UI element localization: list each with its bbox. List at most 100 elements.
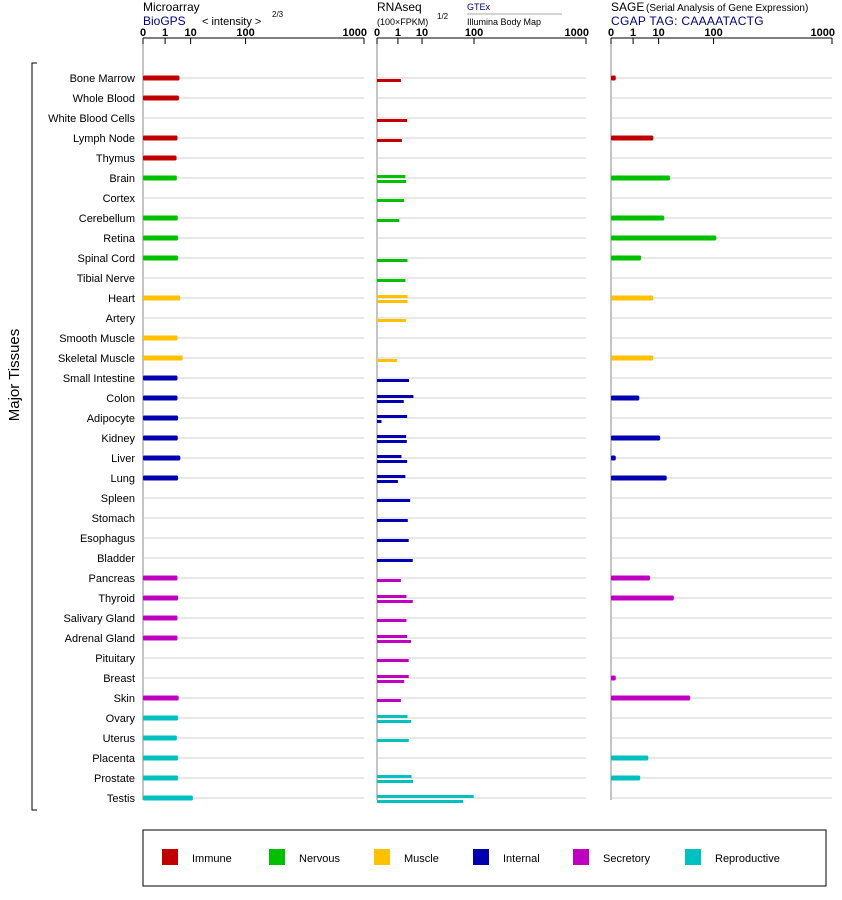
tissue-label: Skeletal Muscle xyxy=(58,353,135,365)
rnaseq-tick-label: 10 xyxy=(416,27,428,39)
sage-tick-label: 1 xyxy=(630,27,636,39)
bar-sage xyxy=(611,75,616,81)
bar-microarray xyxy=(143,155,177,161)
tissue-labels-layer: Bone Marrow Whole Blood White Blood Cells L… xyxy=(48,73,136,805)
tissue-label: Uterus xyxy=(103,733,136,745)
bar-sage xyxy=(611,675,616,681)
legend-swatch-secretory xyxy=(573,849,589,865)
bar-gtex xyxy=(377,279,406,282)
tissue-label: Esophagus xyxy=(80,533,136,545)
legend-swatch-immune xyxy=(162,849,178,865)
bar-sage xyxy=(611,235,717,241)
tissue-label: Salivary Gland xyxy=(63,613,135,625)
bar-microarray xyxy=(143,415,179,421)
bar-microarray xyxy=(143,355,183,361)
legend: Immune Nervous Muscle Internal Secretory Repr… xyxy=(162,849,780,865)
legend-label-reproductive: Reproductive xyxy=(715,853,780,865)
tissue-label: Brain xyxy=(109,173,135,185)
bar-microarray xyxy=(143,775,179,781)
rnaseq-tick-label: 0 xyxy=(374,27,380,39)
legend-label-muscle: Muscle xyxy=(404,853,439,865)
tissue-label: Pituitary xyxy=(95,653,135,665)
bar-sage xyxy=(611,175,670,181)
tissue-label: Retina xyxy=(103,233,136,245)
legend-swatch-internal xyxy=(473,849,489,865)
bar-gtex xyxy=(377,739,409,742)
tissue-label: Adipocyte xyxy=(87,413,135,425)
bars-layer xyxy=(143,75,717,803)
tissue-label: Artery xyxy=(106,313,136,325)
gtex-source-label[interactable]: GTEx xyxy=(467,2,491,12)
bar-microarray xyxy=(143,95,179,101)
sage-title: SAGE xyxy=(611,0,644,14)
bar-gtex xyxy=(377,579,401,582)
bar-microarray xyxy=(143,335,178,341)
bar-gtex xyxy=(377,379,410,382)
bar-microarray xyxy=(143,295,181,301)
sage-title-note: (Serial Analysis of Gene Expression) xyxy=(646,3,808,14)
tissue-label: Liver xyxy=(111,453,135,465)
tissue-label: Spinal Cord xyxy=(78,253,135,265)
bar-microarray xyxy=(143,735,177,741)
bar-gtex xyxy=(377,559,413,562)
bar-illumina-body-map xyxy=(377,400,404,403)
bar-microarray xyxy=(143,575,178,581)
tissue-label: Smooth Muscle xyxy=(59,333,135,345)
legend-swatch-nervous xyxy=(269,849,285,865)
legend-swatch-muscle xyxy=(374,849,390,865)
bar-illumina-body-map xyxy=(377,420,382,423)
bar-microarray xyxy=(143,255,179,261)
bar-gtex xyxy=(377,139,402,142)
sage-tick-label: 100 xyxy=(704,27,722,39)
y-axis-label: Major Tissues xyxy=(6,329,23,422)
bar-gtex xyxy=(377,319,407,322)
bar-illumina-body-map xyxy=(377,300,408,303)
legend-label-internal: Internal xyxy=(503,853,540,865)
sage-tag: CGAP TAG: CAAAATACTG xyxy=(611,14,764,28)
bar-microarray xyxy=(143,615,178,621)
bar-sage xyxy=(611,755,649,761)
bar-illumina-body-map xyxy=(377,600,413,603)
rnaseq-unit: (100×FPKM) xyxy=(377,17,428,27)
bar-gtex xyxy=(377,619,407,622)
tissue-label: Thymus xyxy=(96,153,136,165)
legend-label-nervous: Nervous xyxy=(299,853,340,865)
bar-sage xyxy=(611,455,616,461)
tissue-label: Small Intestine xyxy=(63,373,135,385)
rnaseq-unit-exponent: 1/2 xyxy=(437,12,449,21)
bar-illumina-body-map xyxy=(377,800,464,803)
biogps-link[interactable]: BioGPS xyxy=(143,14,186,28)
bar-sage xyxy=(611,475,667,481)
bar-microarray xyxy=(143,475,179,481)
bar-gtex xyxy=(377,455,402,458)
bar-gtex xyxy=(377,259,408,262)
bar-microarray xyxy=(143,215,178,221)
bar-microarray xyxy=(143,135,178,141)
bar-gtex xyxy=(377,675,409,678)
tissue-label: Placenta xyxy=(92,753,136,765)
bar-gtex xyxy=(377,539,409,542)
bar-gtex xyxy=(377,635,408,638)
bar-microarray xyxy=(143,455,181,461)
bar-gtex xyxy=(377,175,406,178)
tissue-label: Thyroid xyxy=(98,593,135,605)
tissue-label: Stomach xyxy=(92,513,135,525)
rnaseq-title: RNAseq xyxy=(377,0,422,14)
bar-gtex xyxy=(377,475,406,478)
tissue-label: Lymph Node xyxy=(73,133,135,145)
tissue-label: Breast xyxy=(103,673,135,685)
bar-illumina-body-map xyxy=(377,440,407,443)
bar-microarray xyxy=(143,755,179,761)
microarray-tick-label: 0 xyxy=(140,27,146,39)
bar-gtex xyxy=(377,79,401,82)
tissue-label: Tibial Nerve xyxy=(77,273,135,285)
illumina-source-label: Illumina Body Map xyxy=(467,17,541,27)
bar-illumina-body-map xyxy=(377,680,405,683)
bar-sage xyxy=(611,255,641,261)
legend-label-immune: Immune xyxy=(192,853,232,865)
tissue-label: Ovary xyxy=(106,713,136,725)
tissue-label: Colon xyxy=(106,393,135,405)
bar-gtex xyxy=(377,435,407,438)
tissue-label: White Blood Cells xyxy=(48,113,135,125)
microarray-tick-label: 10 xyxy=(184,27,196,39)
